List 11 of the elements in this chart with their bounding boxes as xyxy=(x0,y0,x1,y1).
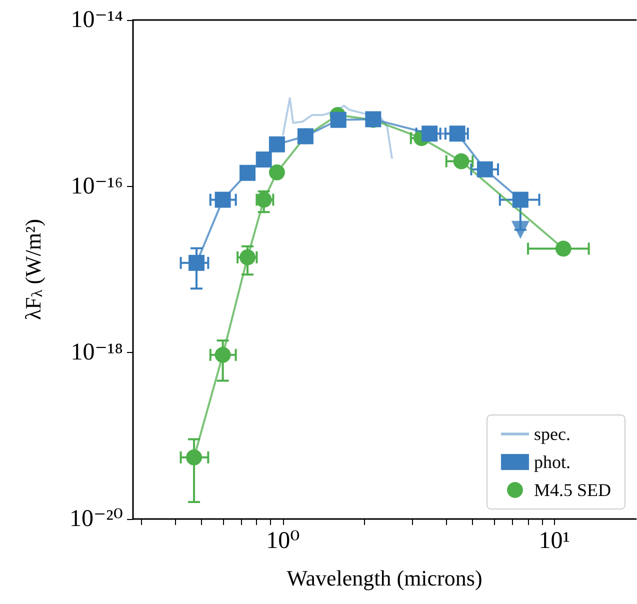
legend-label: spec. xyxy=(534,424,570,444)
y-tick-label: 10⁻¹⁶ xyxy=(70,173,123,200)
y-axis-title: λFλ (W/m²) xyxy=(20,218,46,320)
x-axis-title: Wavelength (microns) xyxy=(286,566,482,590)
x-tick-label: 10⁰ xyxy=(266,528,300,554)
y-tick-label: 10⁻²⁰ xyxy=(70,506,123,532)
legend-label: M4.5 SED xyxy=(534,480,612,500)
legend-label: phot. xyxy=(534,452,571,472)
y-tick-label: 10⁻¹⁸ xyxy=(70,340,123,366)
x-tick-label: 10¹ xyxy=(538,528,570,554)
y-tick-label: 10⁻¹⁴ xyxy=(70,7,123,33)
